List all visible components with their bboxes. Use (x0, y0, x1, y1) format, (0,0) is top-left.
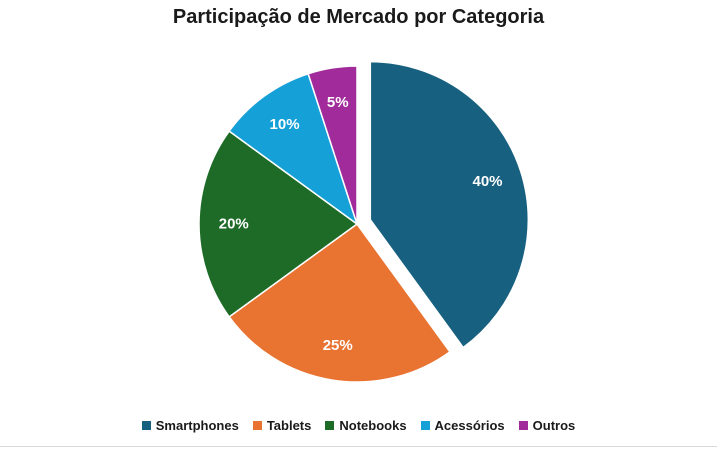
legend: Smartphones Tablets Notebooks Acessórios Out… (0, 418, 717, 433)
legend-label: Acessórios (434, 418, 505, 433)
legend-label: Smartphones (155, 418, 239, 433)
chart-title: Participação de Mercado por Categoria (172, 6, 545, 28)
legend-label: Notebooks (339, 418, 407, 433)
legend-swatch (141, 421, 151, 430)
legend-swatch (252, 421, 262, 430)
pie-slice-notebooks (198, 130, 359, 318)
data-label-notebooks: 20% (219, 216, 249, 233)
legend-item-acessorios: Acessórios (420, 418, 505, 433)
data-label-acessorios: 10% (270, 116, 300, 133)
legend-swatch (518, 421, 528, 430)
legend-item-outros: Outros (518, 418, 576, 433)
legend-label: Outros (532, 418, 576, 433)
pie-slice-smartphones (369, 60, 530, 349)
legend-swatch (420, 421, 430, 430)
legend-swatch (325, 421, 335, 430)
data-label-smartphones: 40% (473, 173, 503, 190)
data-label-outros: 5% (327, 94, 349, 111)
legend-item-tablets: Tablets (252, 418, 312, 433)
legend-item-notebooks: Notebooks (325, 418, 407, 433)
pie-slice-acessorios (228, 72, 359, 226)
pie-slice-tablets (228, 222, 451, 383)
legend-label: Tablets (266, 418, 312, 433)
divider (0, 446, 717, 447)
legend-item-smartphones: Smartphones (141, 418, 239, 433)
data-label-tablets: 25% (323, 337, 353, 354)
pie-slice-outros (307, 65, 358, 225)
